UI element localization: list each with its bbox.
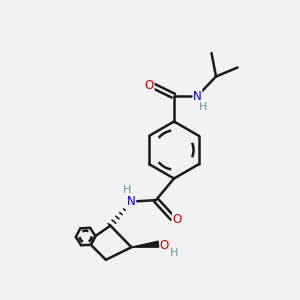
Text: H: H <box>199 101 208 112</box>
Text: O: O <box>145 79 154 92</box>
Text: O: O <box>172 213 182 226</box>
Text: O: O <box>159 239 168 252</box>
Text: N: N <box>127 195 136 208</box>
Text: H: H <box>123 184 131 195</box>
Polygon shape <box>131 241 159 247</box>
Text: H: H <box>170 248 178 258</box>
Text: N: N <box>193 89 202 103</box>
